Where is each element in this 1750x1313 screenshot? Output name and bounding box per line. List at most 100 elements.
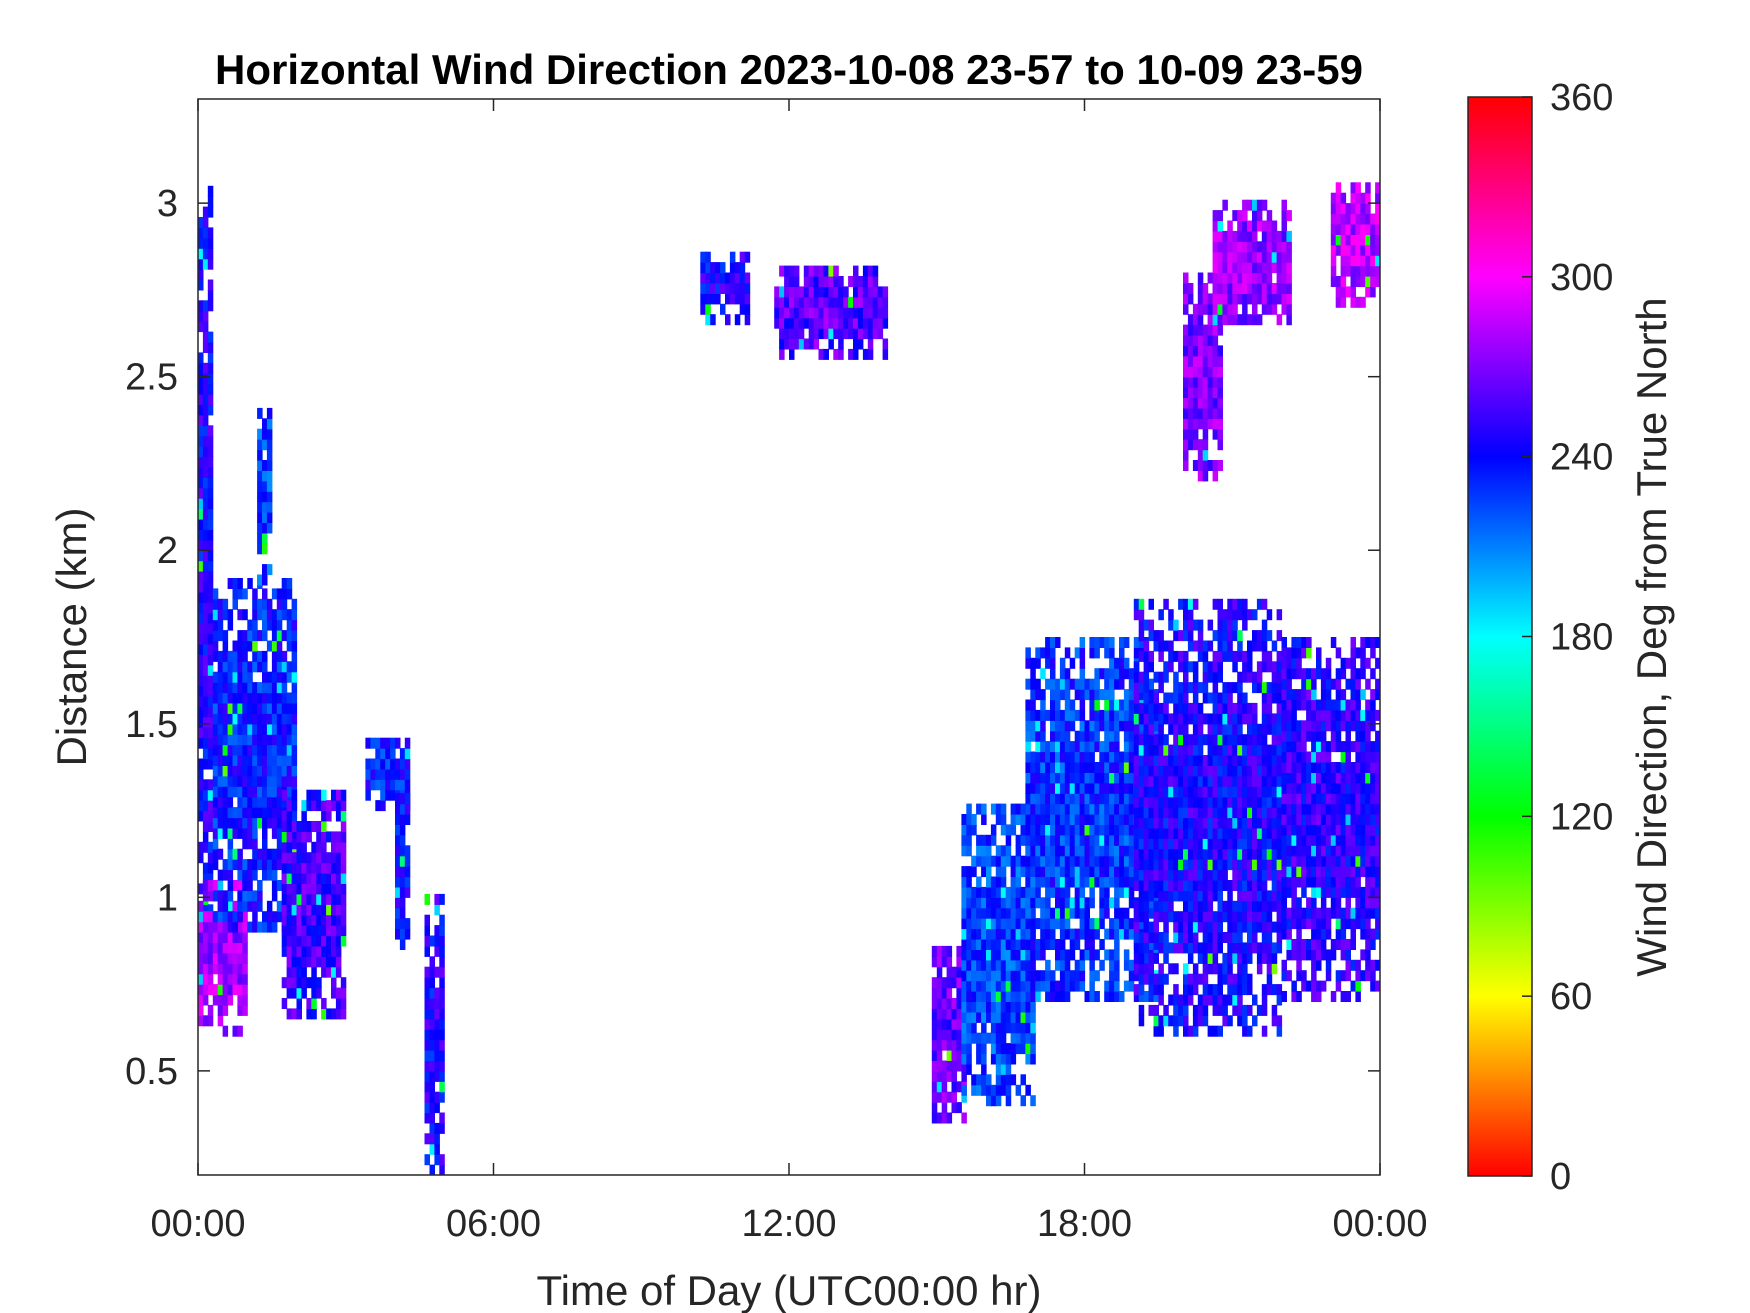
heatmap-cell xyxy=(1217,650,1223,662)
heatmap-cell xyxy=(1109,772,1115,784)
heatmap-cell xyxy=(217,900,224,912)
heatmap-cell xyxy=(1035,824,1041,836)
heatmap-cell xyxy=(227,973,234,985)
heatmap-cell xyxy=(1197,807,1204,819)
heatmap-cell xyxy=(1138,775,1145,787)
heatmap-cell xyxy=(862,286,869,298)
heatmap-cell xyxy=(1266,230,1273,242)
heatmap-cell xyxy=(1256,1004,1263,1016)
heatmap-cell xyxy=(1266,848,1273,860)
heatmap-cell xyxy=(981,991,987,1002)
heatmap-cell xyxy=(1094,782,1100,794)
heatmap-cell xyxy=(1104,814,1110,825)
heatmap-cell xyxy=(266,512,273,523)
heatmap-cell xyxy=(306,914,312,926)
heatmap-cell xyxy=(202,904,209,916)
heatmap-cell xyxy=(1247,827,1253,839)
heatmap-cell xyxy=(1237,251,1243,263)
heatmap-cell xyxy=(1350,824,1356,836)
heatmap-cell xyxy=(286,744,293,756)
heatmap-cell xyxy=(1133,880,1140,891)
heatmap-cell xyxy=(1030,845,1036,857)
heatmap-cell xyxy=(961,834,967,846)
heatmap-cell xyxy=(1104,709,1110,721)
heatmap-cell xyxy=(429,956,435,968)
heatmap-cell xyxy=(1340,991,1347,1002)
heatmap-cell xyxy=(227,796,234,808)
heatmap-cell xyxy=(1350,224,1356,235)
heatmap-cell xyxy=(1276,786,1283,798)
heatmap-cell xyxy=(1138,619,1145,631)
heatmap-cell xyxy=(202,880,209,891)
heatmap-cell xyxy=(1045,876,1051,888)
heatmap-cell xyxy=(793,296,800,308)
heatmap-cell xyxy=(1099,637,1105,648)
heatmap-cell xyxy=(961,959,967,971)
heatmap-cell xyxy=(1360,276,1366,287)
heatmap-cell xyxy=(1350,276,1356,287)
heatmap-cell xyxy=(729,283,736,294)
heatmap-cell xyxy=(995,1084,1002,1096)
heatmap-cell xyxy=(1148,869,1154,881)
heatmap-cell xyxy=(1138,869,1145,881)
heatmap-cell xyxy=(198,900,204,912)
heatmap-cell xyxy=(242,952,248,964)
heatmap-cell xyxy=(1030,1053,1036,1065)
heatmap-cell xyxy=(1143,817,1150,829)
heatmap-cell xyxy=(202,321,209,333)
heatmap-cell xyxy=(803,296,810,308)
heatmap-cell xyxy=(217,952,224,964)
heatmap-cell xyxy=(1350,762,1356,773)
heatmap-cell xyxy=(1064,803,1071,815)
heatmap-cell xyxy=(1187,397,1194,409)
heatmap-cell xyxy=(966,834,972,846)
heatmap-cell xyxy=(1187,598,1194,610)
heatmap-cell xyxy=(1050,855,1056,867)
heatmap-cell xyxy=(1119,907,1125,919)
heatmap-cell xyxy=(828,296,834,308)
heatmap-cell xyxy=(1261,827,1268,839)
heatmap-cell xyxy=(1153,807,1159,819)
heatmap-cell xyxy=(335,998,342,1009)
heatmap-cell xyxy=(257,786,263,798)
heatmap-cell xyxy=(1163,796,1169,808)
heatmap-cell xyxy=(296,914,302,926)
heatmap-cell xyxy=(1335,213,1342,225)
heatmap-cell xyxy=(1035,845,1041,857)
heatmap-cell xyxy=(247,734,253,746)
heatmap-cell xyxy=(276,734,283,746)
heatmap-cell xyxy=(877,286,884,298)
heatmap-cell xyxy=(1094,772,1100,784)
heatmap-cell xyxy=(1010,949,1017,961)
heatmap-cell xyxy=(306,831,312,843)
heatmap-cell xyxy=(990,980,997,992)
heatmap-cell xyxy=(1301,886,1307,898)
heatmap-cell xyxy=(793,328,800,340)
heatmap-cell xyxy=(1114,866,1120,878)
heatmap-cell xyxy=(1094,876,1100,888)
heatmap-cell xyxy=(1217,293,1223,305)
heatmap-cell xyxy=(1271,303,1278,315)
heatmap-cell xyxy=(286,945,293,957)
heatmap-cell xyxy=(981,1011,987,1023)
heatmap-cell xyxy=(1202,397,1209,409)
heatmap-cell xyxy=(1168,796,1174,808)
x-tick-label: 00:00 xyxy=(150,1203,245,1245)
heatmap-cell xyxy=(1114,709,1120,721)
heatmap-cell xyxy=(1099,741,1105,753)
heatmap-cell xyxy=(1242,963,1248,975)
heatmap-cell xyxy=(1104,751,1110,763)
heatmap-cell xyxy=(1059,793,1066,805)
heatmap-cell xyxy=(1256,640,1263,652)
heatmap-cell xyxy=(1222,973,1228,985)
heatmap-cell xyxy=(1212,932,1219,943)
heatmap-cell xyxy=(434,1018,440,1030)
heatmap-cell xyxy=(1192,921,1199,933)
heatmap-cell xyxy=(1355,741,1361,753)
heatmap-cell xyxy=(340,904,347,916)
heatmap-cell xyxy=(1173,848,1179,860)
heatmap-cell xyxy=(1207,952,1214,964)
heatmap-cell xyxy=(1074,782,1081,794)
heatmap-cell xyxy=(990,1053,997,1065)
heatmap-cell xyxy=(1153,630,1159,642)
